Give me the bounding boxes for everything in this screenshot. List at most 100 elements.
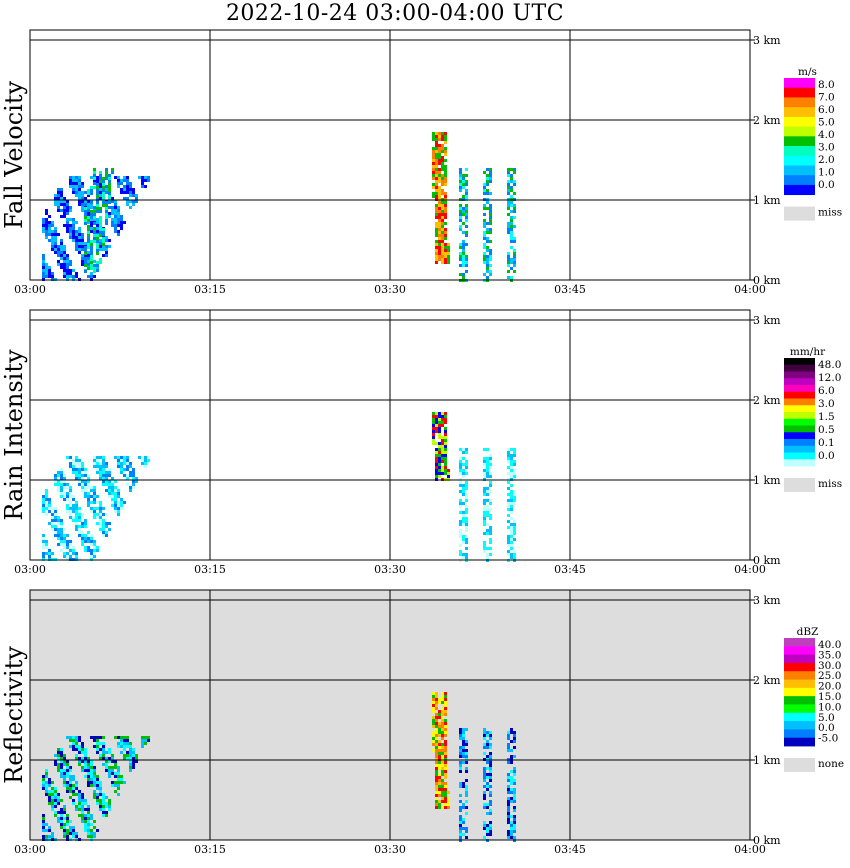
echo-cell xyxy=(507,812,510,815)
echo-cell xyxy=(435,692,438,695)
echo-cell xyxy=(84,754,87,757)
echo-cell xyxy=(45,793,48,796)
echo-cell xyxy=(465,183,468,186)
colorbar-swatch xyxy=(784,405,815,413)
echo-cell xyxy=(507,258,510,261)
echo-cell xyxy=(42,504,45,507)
echo-cell xyxy=(510,797,513,800)
echo-cell xyxy=(90,769,93,772)
echo-cell xyxy=(45,498,48,501)
echo-cell xyxy=(438,225,441,228)
echo-cell xyxy=(435,749,438,752)
echo-cell xyxy=(84,203,87,206)
echo-cell xyxy=(465,538,468,541)
echo-cell xyxy=(513,532,516,535)
echo-cell xyxy=(81,748,84,751)
echo-cell xyxy=(81,480,84,483)
echo-cell xyxy=(117,233,120,236)
echo-cell xyxy=(459,177,462,180)
echo-cell xyxy=(99,504,102,507)
echo-cell xyxy=(105,465,108,468)
echo-cell xyxy=(99,231,102,234)
echo-cell xyxy=(63,203,66,206)
echo-cell xyxy=(93,228,96,231)
echo-cell xyxy=(114,763,117,766)
echo-cell xyxy=(45,504,48,507)
echo-cell xyxy=(78,483,81,486)
echo-cell xyxy=(462,472,465,475)
echo-cell xyxy=(507,734,510,737)
echo-cell xyxy=(57,200,60,203)
echo-cell xyxy=(489,746,492,749)
echo-cell xyxy=(489,830,492,833)
echo-cell xyxy=(507,833,510,836)
echo-cell xyxy=(132,477,135,480)
echo-cell xyxy=(444,695,447,698)
echo-cell xyxy=(69,227,72,230)
echo-cell xyxy=(432,740,435,743)
echo-cell xyxy=(441,442,444,445)
echo-cell xyxy=(447,469,450,472)
echo-cell xyxy=(486,547,489,550)
echo-cell xyxy=(48,552,51,555)
echo-cell xyxy=(87,486,90,489)
echo-cell xyxy=(84,760,87,763)
echo-cell xyxy=(510,469,513,472)
echo-cell xyxy=(483,731,486,734)
echo-cell xyxy=(438,427,441,430)
echo-cell xyxy=(48,799,51,802)
echo-cell xyxy=(117,793,120,796)
echo-cell xyxy=(93,495,96,498)
echo-cell xyxy=(99,742,102,745)
echo-cell xyxy=(447,472,450,475)
echo-cell xyxy=(84,546,87,549)
echo-cell xyxy=(507,466,510,469)
echo-cell xyxy=(69,736,72,739)
echo-cell xyxy=(114,498,117,501)
echo-cell xyxy=(507,544,510,547)
echo-cell xyxy=(459,794,462,797)
echo-cell xyxy=(99,468,102,471)
echo-cell xyxy=(438,210,441,213)
echo-cell xyxy=(465,505,468,508)
echo-cell xyxy=(123,742,126,745)
echo-cell xyxy=(75,456,78,459)
echo-region xyxy=(459,448,516,562)
colorbar-swatch xyxy=(784,671,815,680)
echo-cell xyxy=(93,552,96,555)
echo-cell xyxy=(45,236,48,239)
echo-cell xyxy=(54,528,57,531)
echo-cell xyxy=(441,252,444,255)
echo-cell xyxy=(486,490,489,493)
echo-cell xyxy=(444,749,447,752)
echo-cell xyxy=(441,216,444,219)
echo-cell xyxy=(51,242,54,245)
echo-cell xyxy=(483,457,486,460)
echo-cell xyxy=(435,427,438,430)
echo-cell xyxy=(105,177,108,180)
echo-cell xyxy=(78,805,81,808)
echo-cell xyxy=(459,228,462,231)
echo-cell xyxy=(435,171,438,174)
echo-cell xyxy=(444,252,447,255)
echo-cell xyxy=(510,761,513,764)
echo-cell xyxy=(441,466,444,469)
echo-cell xyxy=(141,185,144,188)
echo-cell xyxy=(93,769,96,772)
echo-cell xyxy=(462,803,465,806)
echo-cell xyxy=(63,784,66,787)
echo-cell xyxy=(114,736,117,739)
echo-cell xyxy=(117,489,120,492)
echo-cell xyxy=(483,475,486,478)
echo-cell xyxy=(93,820,96,823)
echo-cell xyxy=(483,541,486,544)
echo-cell xyxy=(96,507,99,510)
echo-cell xyxy=(486,767,489,770)
echo-cell xyxy=(57,251,60,254)
echo-cell xyxy=(63,781,66,784)
echo-cell xyxy=(441,228,444,231)
echo-cell xyxy=(126,188,129,191)
echo-cell xyxy=(435,731,438,734)
echo-cell xyxy=(48,781,51,784)
